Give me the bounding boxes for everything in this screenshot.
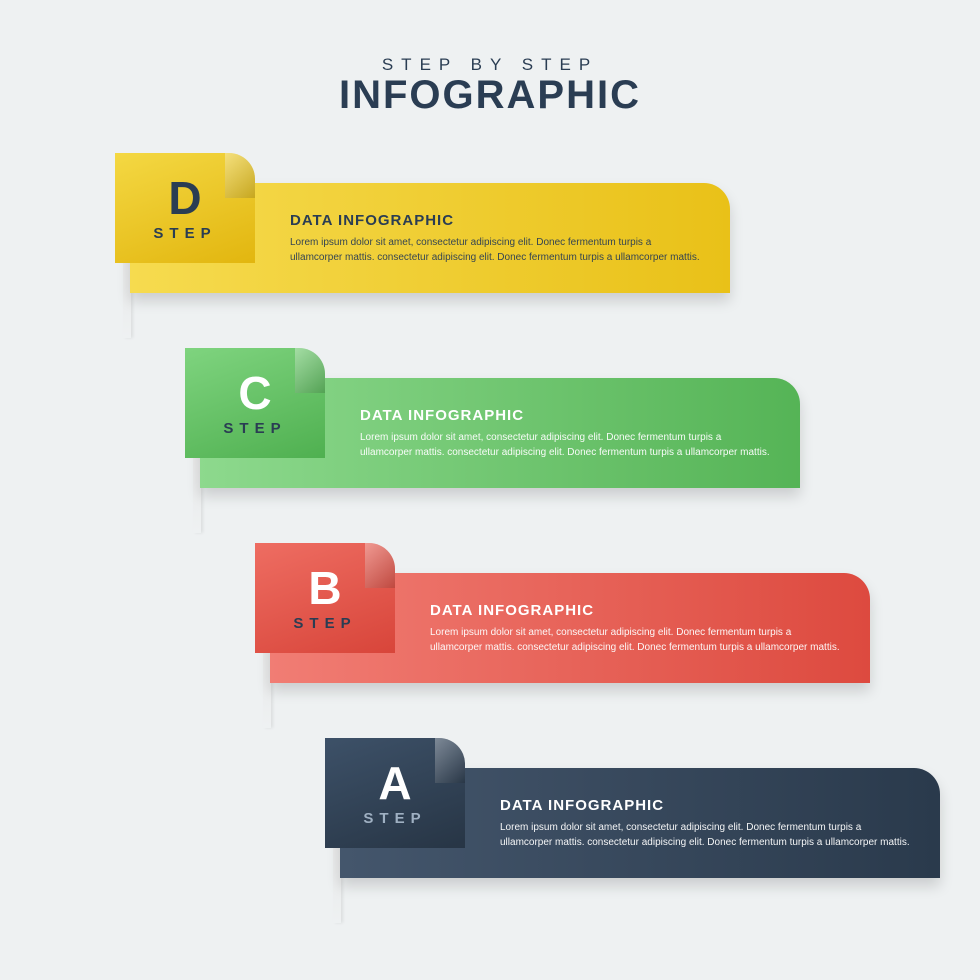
banner-body: Lorem ipsum dolor sit amet, consectetur …: [500, 820, 910, 850]
tab-letter: B: [308, 565, 341, 611]
header-title: INFOGRAPHIC: [0, 73, 980, 118]
tab: C STEP: [185, 348, 325, 458]
steps-container: DATA INFOGRAPHIC Lorem ipsum dolor sit am…: [0, 153, 980, 878]
tab-step-label: STEP: [153, 225, 216, 242]
infographic-canvas: STEP BY STEP INFOGRAPHIC DATA INFOGRAPHI…: [0, 0, 980, 980]
banner-body: Lorem ipsum dolor sit amet, consectetur …: [360, 430, 770, 460]
step-c: DATA INFOGRAPHIC Lorem ipsum dolor sit am…: [0, 348, 980, 488]
tab-curl: [365, 543, 395, 588]
header: STEP BY STEP INFOGRAPHIC: [0, 55, 980, 118]
step-a: DATA INFOGRAPHIC Lorem ipsum dolor sit am…: [0, 738, 980, 878]
banner-title: DATA INFOGRAPHIC: [360, 407, 770, 424]
header-subtitle: STEP BY STEP: [0, 55, 980, 75]
tab-curl: [435, 738, 465, 783]
tab-curl: [225, 153, 255, 198]
tab-letter: A: [378, 760, 411, 806]
tab-curl: [295, 348, 325, 393]
step-b: DATA INFOGRAPHIC Lorem ipsum dolor sit am…: [0, 543, 980, 683]
tab: B STEP: [255, 543, 395, 653]
banner-title: DATA INFOGRAPHIC: [500, 797, 910, 814]
tab-step-label: STEP: [223, 420, 286, 437]
banner-body: Lorem ipsum dolor sit amet, consectetur …: [430, 625, 840, 655]
banner-body: Lorem ipsum dolor sit amet, consectetur …: [290, 235, 700, 265]
tab: D STEP: [115, 153, 255, 263]
tab-step-label: STEP: [363, 810, 426, 827]
tab: A STEP: [325, 738, 465, 848]
banner-title: DATA INFOGRAPHIC: [430, 602, 840, 619]
tab-letter: C: [238, 370, 271, 416]
tab-letter: D: [168, 175, 201, 221]
banner-title: DATA INFOGRAPHIC: [290, 212, 700, 229]
step-d: DATA INFOGRAPHIC Lorem ipsum dolor sit am…: [0, 153, 980, 293]
tab-step-label: STEP: [293, 615, 356, 632]
